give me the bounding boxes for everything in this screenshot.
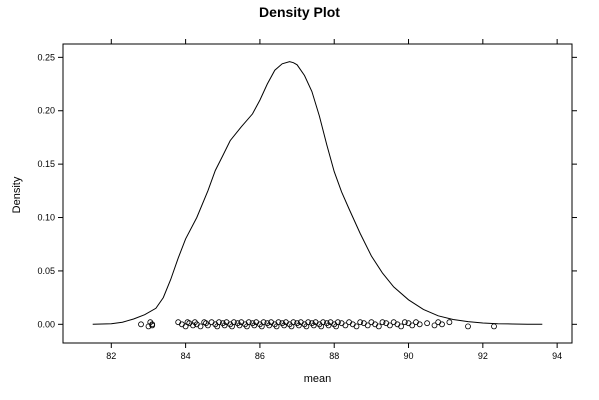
x-tick-label: 90 [404,351,414,361]
rug-point [305,319,312,326]
rug-point [204,322,211,329]
rug-point [266,322,273,329]
rug-point [190,322,196,329]
rug-point [398,323,405,330]
rug-point [375,323,382,330]
rug-point [342,322,349,329]
x-tick-label: 86 [255,351,265,361]
rug-point [334,319,341,326]
y-tick-label: 0.00 [37,319,55,329]
rug-point [221,322,228,329]
x-axis-label: mean [304,373,332,385]
rug-point [401,319,408,326]
density-curve [92,61,543,325]
rug-point [357,319,364,326]
rug-point [295,322,302,329]
rug-point [245,319,252,326]
rug-point [149,321,156,328]
rug-point [379,319,386,326]
rug-point [275,319,282,326]
x-tick-label: 82 [106,351,116,361]
rug-point [431,322,438,329]
rug-point [186,320,193,327]
y-tick-label: 0.20 [37,106,55,116]
rug-point [416,321,423,328]
rug-point [409,322,416,329]
chart-title: Density Plot [259,4,340,20]
rug-point [439,321,445,328]
rug-point [386,322,393,329]
y-tick-label: 0.05 [37,266,55,276]
rug-point [260,319,267,326]
rug-point [310,322,317,329]
x-axis-ticks: 82 84 86 88 90 92 94 [106,39,562,361]
y-axis-ticks: 0.00 0.05 0.10 0.15 0.20 0.25 [37,52,577,329]
y-tick-label: 0.15 [37,159,55,169]
plot-marks [92,61,543,330]
rug-point [290,319,297,326]
y-axis-label: Density [11,176,23,213]
x-tick-label: 84 [181,351,191,361]
rug-point [353,323,360,330]
rug-point [364,322,371,329]
rug-point [230,319,237,326]
x-tick-label: 88 [329,351,339,361]
plot-frame [62,43,573,344]
rug-point [325,322,332,329]
x-tick-label: 94 [552,351,562,361]
rug-point [491,323,497,330]
y-tick-label: 0.25 [37,52,55,62]
rug-point [435,319,442,326]
rug-point [320,319,327,326]
rug-point [197,323,204,330]
rug-point [465,323,471,330]
rug-point [446,319,453,326]
rug-point [216,319,222,326]
y-tick-label: 0.10 [37,213,55,223]
x-tick-label: 92 [478,351,488,361]
rug-point [251,322,258,329]
rug-point [424,320,431,327]
rug-point [138,321,144,328]
rug-point [236,322,243,329]
rug-point [281,322,288,329]
